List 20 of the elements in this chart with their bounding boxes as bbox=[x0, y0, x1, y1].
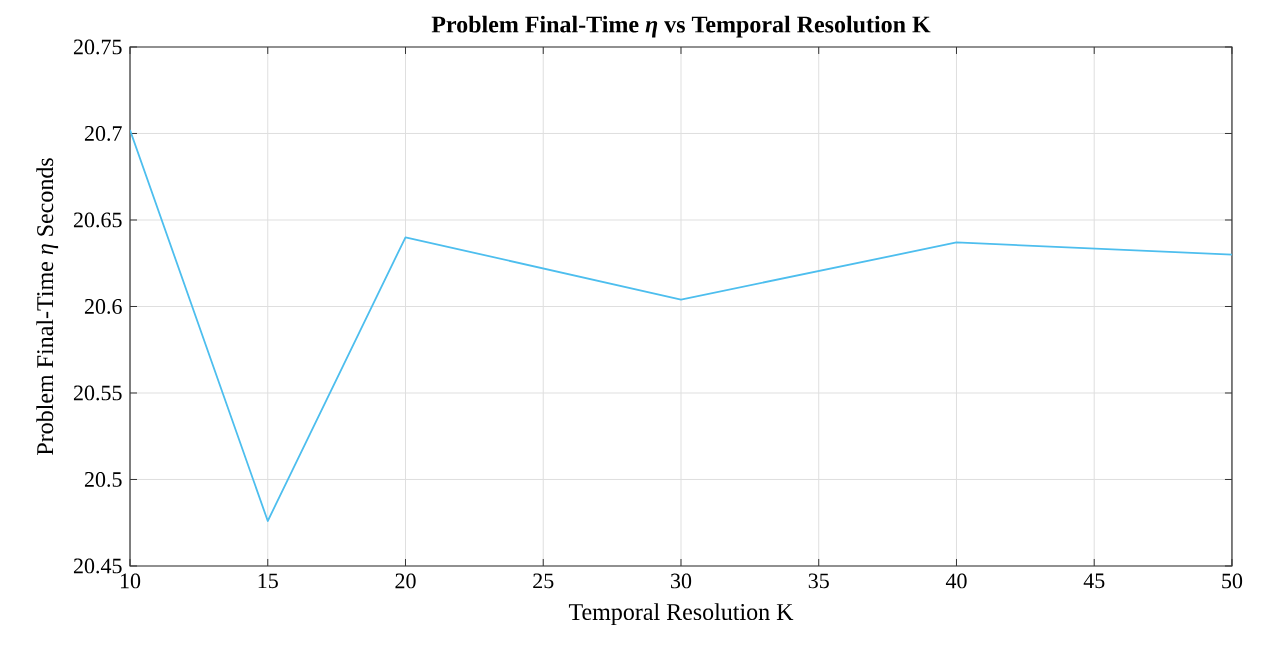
x-tick-label: 40 bbox=[945, 573, 967, 589]
y-tick-label: 20.65 bbox=[73, 212, 122, 228]
x-tick-label: 10 bbox=[120, 573, 141, 589]
x-axis-title: Temporal Resolution K bbox=[568, 603, 794, 625]
x-tick-label: 30 bbox=[671, 573, 692, 589]
y-tick-label: 20.6 bbox=[84, 299, 122, 314]
y-tick-label: 20.5 bbox=[84, 472, 122, 487]
x-tick-label: 25 bbox=[533, 573, 554, 589]
x-tick-label: 35 bbox=[808, 573, 829, 589]
x-tick-label: 45 bbox=[1083, 573, 1105, 589]
x-tick-label: 15 bbox=[258, 573, 278, 589]
line-series bbox=[130, 129, 1232, 522]
y-tick-label: 20.7 bbox=[84, 126, 122, 141]
y-tick-label: 20.75 bbox=[73, 39, 122, 55]
y-tick-label: 20.45 bbox=[73, 558, 122, 574]
y-axis-title: Problem Final-Time η Seconds bbox=[36, 158, 59, 455]
chart-title: Problem Final-Time η vs Temporal Resolution K bbox=[431, 15, 931, 38]
x-tick-label: 50 bbox=[1222, 573, 1243, 589]
x-tick-label: 20 bbox=[395, 573, 416, 589]
y-tick-label: 20.55 bbox=[73, 385, 122, 401]
